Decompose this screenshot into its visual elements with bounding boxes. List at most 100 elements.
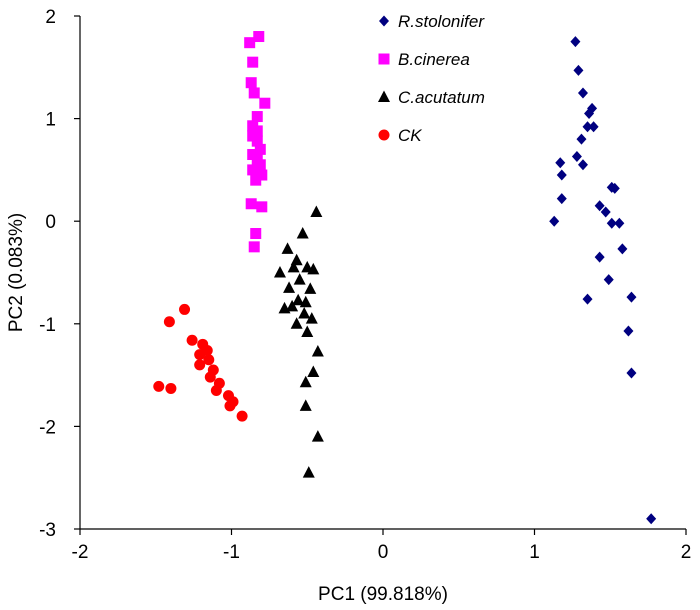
b-cinerea-point bbox=[251, 135, 263, 147]
x-tick-label: 1 bbox=[529, 542, 540, 563]
b-cinerea-point bbox=[247, 164, 259, 176]
ck-point bbox=[179, 303, 191, 315]
r-stolonifer-point bbox=[577, 159, 588, 171]
legend-ck-marker bbox=[378, 129, 390, 141]
r-stolonifer-point bbox=[603, 274, 614, 286]
c-acutatum-point bbox=[305, 312, 318, 324]
r-stolonifer-point bbox=[626, 367, 637, 379]
b-cinerea-point bbox=[256, 169, 268, 181]
c-acutatum-point bbox=[299, 375, 312, 388]
b-cinerea-point bbox=[254, 159, 266, 171]
r-stolonifer-point bbox=[556, 169, 567, 181]
r-stolonifer-point bbox=[646, 513, 657, 525]
c-acutatum-point bbox=[304, 282, 317, 294]
r-stolonifer-point bbox=[582, 293, 593, 305]
c-acutatum-point bbox=[281, 242, 294, 254]
b-cinerea-point bbox=[245, 77, 257, 89]
legend-ck-label: CK bbox=[398, 126, 422, 145]
ck-point bbox=[165, 382, 177, 394]
c-acutatum-point bbox=[278, 301, 291, 314]
legend: R.stolonifer B.cinerea C.acutatum CK bbox=[378, 12, 485, 145]
r-stolonifer-point bbox=[582, 121, 593, 133]
x-axis-title: PC1 (99.818%) bbox=[318, 584, 448, 605]
y-tick-label: 0 bbox=[45, 212, 56, 233]
legend-c-acutatum-marker bbox=[378, 90, 390, 102]
c-acutatum-point bbox=[290, 317, 303, 329]
b-cinerea-point bbox=[256, 201, 268, 213]
c-acutatum-point bbox=[283, 281, 296, 293]
r-stolonifer-point bbox=[626, 291, 637, 303]
b-cinerea-point bbox=[248, 241, 260, 253]
r-stolonifer-point bbox=[594, 251, 605, 263]
ticks: -2 -1 0 1 2 -3 -2 -1 0 1 2 bbox=[39, 7, 691, 563]
data-points bbox=[153, 31, 657, 525]
ck-point bbox=[204, 371, 216, 383]
r-stolonifer-point bbox=[594, 200, 605, 212]
r-stolonifer-point bbox=[600, 206, 611, 218]
legend-c-acutatum-label: C.acutatum bbox=[398, 88, 485, 107]
c-acutatum-point bbox=[311, 430, 324, 442]
b-cinerea-point bbox=[247, 56, 259, 68]
c-acutatum-point bbox=[273, 266, 286, 278]
b-cinerea-point bbox=[253, 31, 265, 43]
ck-point bbox=[186, 334, 198, 346]
y-tick-label: 2 bbox=[45, 7, 56, 28]
b-cinerea-point bbox=[250, 174, 262, 186]
ck-point bbox=[194, 349, 206, 361]
r-stolonifer-point bbox=[549, 215, 560, 227]
b-cinerea-point bbox=[244, 37, 256, 49]
r-stolonifer-point bbox=[609, 182, 620, 194]
r-stolonifer-point bbox=[576, 133, 587, 145]
r-stolonifer-point bbox=[556, 193, 567, 205]
r-stolonifer-point bbox=[587, 102, 598, 114]
c-acutatum-point bbox=[286, 299, 299, 312]
ck-point bbox=[236, 410, 248, 422]
y-tick-label: -3 bbox=[39, 520, 56, 541]
r-stolonifer-point bbox=[570, 36, 581, 48]
r-stolonifer-point bbox=[571, 151, 582, 163]
ck-point bbox=[224, 400, 236, 412]
c-acutatum-point bbox=[293, 273, 306, 285]
c-acutatum-point bbox=[299, 399, 312, 411]
legend-b-cinerea-label: B.cinerea bbox=[398, 50, 470, 69]
ck-point bbox=[203, 354, 215, 366]
c-acutatum-point bbox=[287, 260, 300, 273]
y-tick-label: -2 bbox=[39, 417, 56, 438]
b-cinerea-point bbox=[245, 198, 257, 210]
legend-r-stolonifer-label: R.stolonifer bbox=[398, 12, 485, 31]
r-stolonifer-point bbox=[623, 325, 634, 337]
r-stolonifer-point bbox=[617, 243, 628, 255]
b-cinerea-point bbox=[248, 87, 260, 99]
r-stolonifer-point bbox=[573, 64, 584, 76]
y-axis-title: PC2 (0.083%) bbox=[6, 213, 27, 332]
ck-point bbox=[194, 359, 206, 371]
c-acutatum-point bbox=[299, 295, 312, 308]
r-stolonifer-point bbox=[614, 217, 625, 229]
x-tick-label: 0 bbox=[378, 542, 389, 563]
c-acutatum-point bbox=[298, 307, 311, 319]
r-stolonifer-point bbox=[588, 121, 599, 133]
c-acutatum-point bbox=[301, 325, 314, 338]
r-stolonifer-point bbox=[555, 157, 566, 169]
y-tick-label: -1 bbox=[39, 315, 56, 336]
c-acutatum-point bbox=[296, 227, 309, 239]
legend-b-cinerea-marker bbox=[378, 53, 390, 65]
c-acutatum-point bbox=[302, 466, 315, 478]
b-cinerea-point bbox=[251, 111, 263, 123]
c-acutatum-point bbox=[310, 205, 323, 217]
r-stolonifer-point bbox=[606, 217, 617, 229]
x-tick-label: -2 bbox=[72, 542, 89, 563]
ck-point bbox=[153, 380, 165, 392]
b-cinerea-point bbox=[254, 143, 266, 155]
b-cinerea-point bbox=[250, 228, 262, 240]
x-tick-label: 2 bbox=[681, 542, 692, 563]
ck-point bbox=[163, 316, 175, 328]
c-acutatum-point bbox=[292, 293, 305, 306]
b-cinerea-point bbox=[259, 97, 271, 109]
ck-point bbox=[210, 384, 222, 396]
y-tick-label: 1 bbox=[45, 110, 56, 131]
legend-r-stolonifer-marker bbox=[379, 15, 389, 27]
c-acutatum-point bbox=[307, 365, 320, 378]
c-acutatum-point bbox=[311, 345, 324, 357]
